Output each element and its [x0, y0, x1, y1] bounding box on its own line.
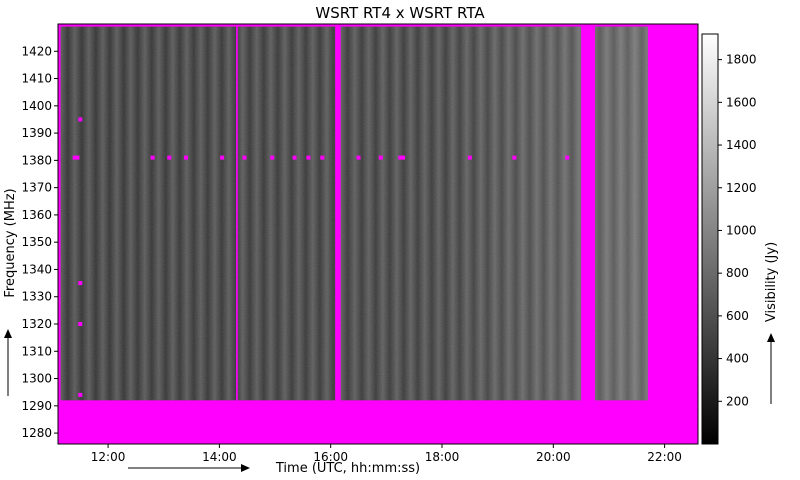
- colorbar-tick-label: 1200: [726, 181, 757, 195]
- colorbar-label: Visibility (Jy): [764, 242, 779, 322]
- y-tick-label: 1320: [21, 317, 52, 331]
- rfi-point: [467, 155, 472, 160]
- y-tick-label: 1360: [21, 208, 52, 222]
- rfi-point: [78, 117, 83, 122]
- y-tick-label: 1280: [21, 426, 52, 440]
- rfi-point: [150, 155, 155, 160]
- rfi-point: [242, 155, 247, 160]
- colorbar-tick-label: 1400: [726, 138, 757, 152]
- x-axis: 12:00 14:00 16:00 18:00 20:00 22:00: [91, 444, 682, 464]
- rfi-point: [78, 281, 83, 286]
- rfi-point: [72, 155, 77, 160]
- x-tick-label: 20:00: [536, 450, 571, 464]
- colorbar-tick-label: 800: [726, 266, 749, 280]
- y-tick-label: 1400: [21, 99, 52, 113]
- x-tick-label: 22:00: [647, 450, 682, 464]
- rfi-point: [292, 155, 297, 160]
- rfi-point: [78, 322, 83, 326]
- rfi-point: [75, 155, 80, 160]
- plot-area: [57, 23, 699, 445]
- rfi-point: [401, 155, 406, 160]
- rfi-point: [378, 155, 383, 160]
- y-axis: 1280 1290 1300 1310 1320 1330 1340 1350 1360 1370…: [21, 44, 58, 440]
- rfi-point: [270, 155, 275, 160]
- rfi-point: [512, 155, 517, 160]
- rfi-point: [184, 155, 188, 160]
- y-axis-label: Frequency (MHz): [3, 188, 18, 297]
- y-tick-label: 1370: [21, 181, 52, 195]
- flagged-time-band: [335, 24, 341, 444]
- flagged-time-band: [236, 24, 238, 444]
- y-tick-label: 1380: [21, 153, 52, 167]
- colorbar: 200 400 600 800 1000 1200 1400 1600 1800: [701, 33, 757, 445]
- y-tick-label: 1290: [21, 399, 52, 413]
- y-direction-arrow: [4, 329, 12, 396]
- x-direction-arrow: [128, 464, 250, 472]
- flagged-time-band: [581, 24, 596, 444]
- rfi-point: [356, 155, 361, 160]
- rfi-point: [306, 155, 311, 160]
- y-tick-label: 1410: [21, 72, 52, 86]
- rfi-point: [565, 155, 570, 160]
- plot-frame: [57, 23, 699, 445]
- x-tick-label: 18:00: [425, 450, 460, 464]
- y-tick-label: 1340: [21, 262, 52, 276]
- rfi-point: [78, 392, 83, 397]
- x-tick-label: 16:00: [313, 450, 348, 464]
- y-tick-label: 1330: [21, 290, 52, 304]
- colorbar-direction-arrow: [767, 333, 775, 404]
- chart-title: WSRT RT4 x WSRT RTA: [315, 4, 485, 22]
- x-axis-label: Time (UTC, hh:mm:ss): [275, 461, 420, 476]
- rfi-point: [398, 155, 403, 160]
- y-tick-label: 1350: [21, 235, 52, 249]
- x-tick-label: 12:00: [91, 450, 126, 464]
- colorbar-tick-label: 1800: [726, 53, 757, 67]
- colorbar-gradient: [701, 33, 719, 445]
- rfi-point: [220, 155, 225, 160]
- y-tick-label: 1420: [21, 44, 52, 58]
- rfi-point: [167, 155, 172, 160]
- flagged-time-band: [647, 24, 698, 444]
- colorbar-tick-label: 1600: [726, 95, 757, 109]
- colorbar-tick-label: 400: [726, 352, 749, 366]
- noise-texture: [60, 26, 648, 401]
- y-tick-label: 1390: [21, 126, 52, 140]
- x-tick-label: 14:00: [202, 450, 237, 464]
- rfi-point: [320, 155, 325, 160]
- y-tick-label: 1300: [21, 372, 52, 386]
- flagged-frequency-band: [58, 400, 698, 444]
- colorbar-tick-label: 200: [726, 394, 749, 408]
- y-tick-label: 1310: [21, 344, 52, 358]
- colorbar-tick-label: 600: [726, 309, 749, 323]
- colorbar-tick-label: 1000: [726, 223, 757, 237]
